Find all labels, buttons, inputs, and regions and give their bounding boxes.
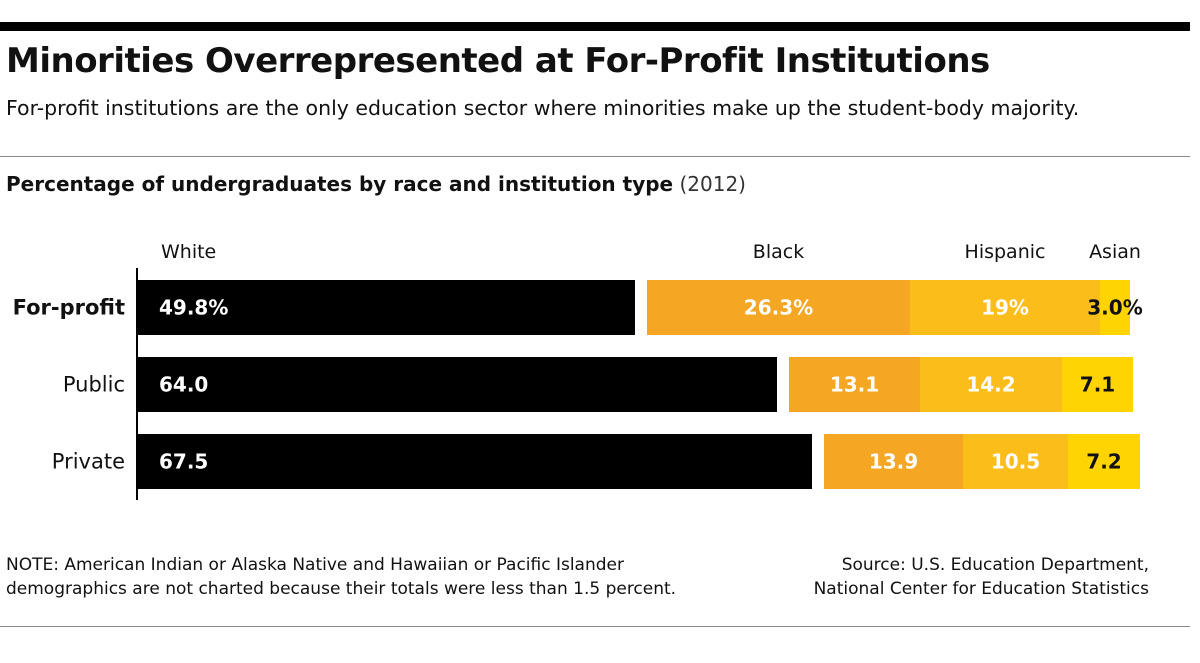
category-label-public: Public [63,373,125,397]
source-line-2: National Center for Education Statistics [813,579,1149,599]
data-label-private-black: 13.9 [869,450,918,474]
bar-private-white [137,434,812,489]
bar-public-hispanic [920,357,1062,412]
bar-public-asian [1062,357,1133,412]
chart-heading-main: Percentage of undergraduates by race and… [6,172,674,196]
data-label-public-hispanic: 14.2 [966,373,1015,397]
bottom-divider [0,626,1190,627]
category-label-private: Private [52,450,125,474]
data-label-private-hispanic: 10.5 [991,450,1040,474]
section-divider [0,156,1190,157]
bar-for-profit-hispanic [910,280,1100,335]
data-label-for-profit-black: 26.3% [744,296,813,320]
bar-public-white [137,357,777,412]
chart-source: Source: U.S. Education Department, Natio… [814,553,1149,601]
stacked-bar-chart: For-profit 49.8% 26.3% 19% 3.0% Public 64.0 13.… [13,241,1143,500]
chart-heading: Percentage of undergraduates by race and… [6,172,746,196]
page-subtitle: For-profit institutions are the only edu… [6,96,1080,120]
series-label-asian: Asian [1089,241,1141,263]
series-label-hispanic: Hispanic [965,241,1046,263]
data-label-private-white: 67.5 [159,450,208,474]
bar-private-black [824,434,963,489]
bar-for-profit-asian [1100,280,1130,335]
page-title: Minorities Overrepresented at For-Profit… [6,41,990,81]
bar-for-profit-black [647,280,910,335]
data-label-private-asian: 7.2 [1086,450,1121,474]
bar-private-asian [1068,434,1140,489]
note-line-1: NOTE: American Indian or Alaska Native a… [6,555,624,575]
data-label-public-asian: 7.1 [1080,373,1115,397]
data-label-for-profit-hispanic: 19% [981,296,1029,320]
top-rule [0,22,1190,31]
bar-for-profit-white [137,280,635,335]
data-label-public-black: 13.1 [830,373,879,397]
series-label-black: Black [753,241,804,263]
category-label-for-profit: For-profit [13,296,125,320]
data-label-public-white: 64.0 [159,373,208,397]
note-line-2: demographics are not charted because the… [6,579,677,599]
bar-private-hispanic [963,434,1068,489]
data-label-for-profit-asian: 3.0% [1087,296,1142,320]
series-label-white: White [161,241,216,263]
chart-heading-year: (2012) [679,172,746,196]
data-label-for-profit-white: 49.8% [159,296,228,320]
bar-public-black [789,357,920,412]
source-line-1: Source: U.S. Education Department, [841,555,1149,575]
chart-note: NOTE: American Indian or Alaska Native a… [6,553,726,601]
